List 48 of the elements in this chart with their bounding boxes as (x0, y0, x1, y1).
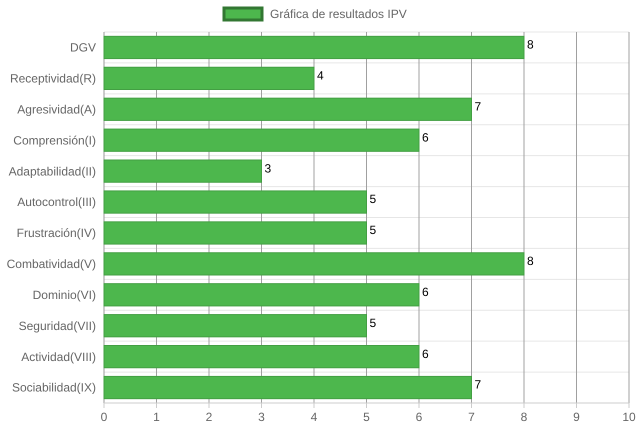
bar (104, 344, 420, 368)
data-label: 8 (527, 38, 534, 52)
bar (104, 66, 314, 90)
x-tick-label: 8 (520, 410, 528, 424)
y-tick-label: Frustración(IV) (16, 226, 96, 240)
data-label: 7 (474, 378, 482, 392)
bar (104, 36, 524, 60)
x-tick-label: 10 (622, 410, 636, 424)
x-tick-label: 1 (153, 410, 160, 424)
data-label: 7 (474, 99, 482, 114)
data-label: 6 (422, 130, 429, 144)
bar (104, 159, 262, 183)
y-tick-label: Receptividad(R) (10, 72, 96, 86)
bar (104, 376, 472, 400)
y-tick-label: Seguridad(VII) (18, 318, 96, 333)
data-label: 5 (370, 192, 376, 206)
x-tick-label: 9 (573, 410, 580, 424)
x-tick-label: 7 (468, 410, 476, 424)
data-label: 6 (422, 284, 429, 299)
data-label: 3 (264, 161, 272, 176)
data-label: 5 (370, 223, 376, 238)
bar (104, 128, 420, 152)
x-tick-label: 3 (258, 410, 266, 424)
y-tick-label: Combatividad(V) (6, 257, 96, 272)
bar (104, 98, 472, 121)
bar (104, 252, 524, 276)
bar (104, 314, 367, 338)
y-tick-label: Autocontrol(III) (17, 195, 96, 210)
bar (104, 190, 367, 214)
x-tick-label: 2 (206, 410, 213, 424)
x-tick-label: 4 (310, 410, 318, 424)
bar (104, 221, 367, 245)
x-tick-label: 6 (416, 410, 423, 424)
data-label: 8 (527, 254, 534, 268)
y-tick-label: Adaptabilidad(II) (8, 164, 96, 178)
data-label: 4 (317, 68, 324, 83)
y-tick-label: Actividad(VIII) (21, 350, 96, 364)
bar (104, 283, 420, 306)
x-tick-label: 0 (100, 410, 108, 424)
data-label: 6 (422, 346, 429, 361)
y-tick-label: Dominio(VI) (32, 288, 96, 302)
y-tick-label: Comprensión(I) (13, 133, 96, 148)
data-label: 5 (370, 316, 376, 330)
legend-label: Gráfica de resultados IPV (270, 7, 407, 21)
x-tick-label: 5 (363, 410, 370, 424)
y-tick-label: Agresividad(A) (17, 102, 96, 116)
y-tick-label: Sociabilidad(IX) (12, 380, 96, 395)
y-tick-label: DGV (70, 40, 96, 55)
